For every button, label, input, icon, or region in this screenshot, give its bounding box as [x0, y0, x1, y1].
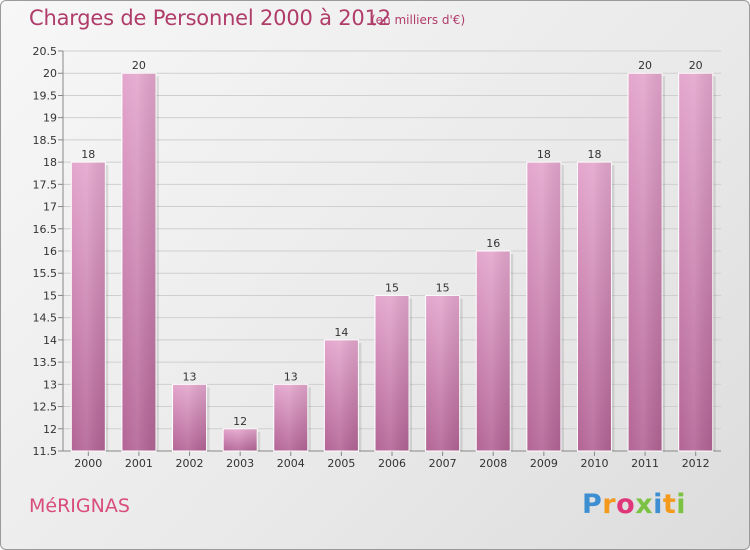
- y-tick-label: 19: [43, 112, 57, 125]
- bar-value-label: 20: [638, 59, 652, 72]
- proxiti-logo: Proxiti: [582, 489, 686, 520]
- bar-highlight: [121, 73, 156, 451]
- x-tick-label: 2010: [580, 457, 608, 470]
- x-tick-label: 2003: [226, 457, 254, 470]
- bar-value-label: 20: [689, 59, 703, 72]
- bar-value-label: 14: [334, 326, 348, 339]
- logo-letter: x: [635, 489, 654, 520]
- bar-value-label: 12: [233, 415, 247, 428]
- x-tick-label: 2006: [378, 457, 406, 470]
- y-tick-label: 18.5: [33, 134, 58, 147]
- bar-highlight: [678, 73, 713, 451]
- y-tick-label: 11.5: [33, 445, 58, 458]
- bar-value-label: 16: [486, 237, 500, 250]
- logo-letter: i: [676, 489, 687, 520]
- y-tick-label: 15.5: [33, 267, 58, 280]
- bar-highlight: [324, 339, 359, 451]
- chart-subtitle: (en milliers d'€): [371, 13, 466, 27]
- y-tick-label: 13: [43, 378, 57, 391]
- x-tick-label: 2001: [125, 457, 153, 470]
- x-tick-label: 2007: [429, 457, 457, 470]
- y-tick-label: 17: [43, 201, 57, 214]
- bar-highlight: [476, 251, 511, 451]
- bar-value-label: 13: [183, 370, 197, 383]
- logo-letter: r: [602, 489, 617, 520]
- chart-title: Charges de Personnel 2000 à 2012: [29, 6, 391, 30]
- bar-highlight: [375, 295, 409, 451]
- data-labels: 18 20 13 12 13 14 15 15 16 18 18 20 20: [81, 59, 702, 428]
- bar-highlight: [577, 162, 612, 451]
- logo-letter: o: [616, 489, 636, 520]
- logo-letter: t: [662, 489, 677, 520]
- axes: 11.5 12 12.5 13 13.5 14 14.5 15 15.5 16 16.5 17 17.5…: [33, 45, 721, 470]
- bar-highlight: [526, 162, 561, 451]
- bar-highlight: [172, 384, 207, 451]
- y-tick-label: 19.5: [33, 89, 58, 102]
- bar-highlight: [273, 384, 308, 451]
- bar-highlight: [71, 162, 106, 451]
- x-tick-label: 2011: [631, 457, 659, 470]
- bar-highlight: [223, 428, 258, 451]
- city-name: MéRIGNAS: [29, 495, 130, 517]
- bar-highlight: [628, 73, 663, 451]
- logo-letter: i: [653, 489, 663, 520]
- logo-letter: P: [582, 489, 603, 520]
- y-tick-label: 18: [43, 156, 57, 169]
- bar-value-label: 18: [587, 148, 601, 161]
- y-tick-label: 12: [43, 423, 57, 436]
- x-tick-label: 2002: [176, 457, 204, 470]
- bar-value-label: 13: [284, 370, 298, 383]
- x-tick-label: 2004: [277, 457, 305, 470]
- bar-value-label: 18: [537, 148, 551, 161]
- y-tick-label: 14: [43, 334, 57, 347]
- x-tick-label: 2000: [74, 457, 102, 470]
- bars: [70, 72, 716, 452]
- bar-value-label: 20: [132, 59, 146, 72]
- y-tick-label: 16.5: [33, 223, 58, 236]
- bar-value-label: 15: [385, 281, 399, 294]
- y-tick-label: 17.5: [33, 178, 58, 191]
- y-tick-label: 15: [43, 289, 57, 302]
- bar-value-label: 15: [436, 281, 450, 294]
- bar-value-label: 18: [81, 148, 95, 161]
- x-tick-label: 2008: [479, 457, 507, 470]
- x-tick-label: 2005: [327, 457, 355, 470]
- bar-highlight: [425, 295, 460, 451]
- x-tick-label: 2012: [682, 457, 710, 470]
- x-tick-label: 2009: [530, 457, 558, 470]
- y-tick-label: 12.5: [33, 401, 58, 414]
- y-tick-label: 16: [43, 245, 57, 258]
- y-tick-label: 13.5: [33, 356, 58, 369]
- y-tick-label: 20.5: [33, 45, 58, 58]
- y-tick-label: 20: [43, 67, 57, 80]
- y-tick-label: 14.5: [33, 312, 58, 325]
